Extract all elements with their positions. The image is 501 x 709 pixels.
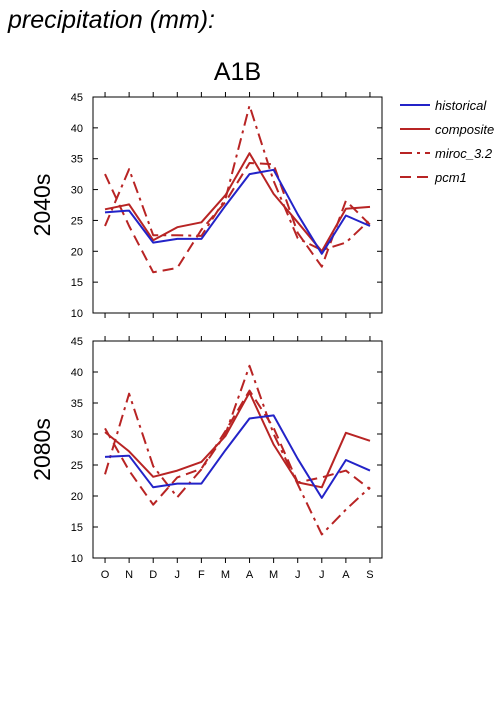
y-tick-label: 20 bbox=[71, 246, 83, 258]
y-tick-label: 45 bbox=[71, 336, 83, 348]
legend-label-composite: composite bbox=[435, 122, 494, 137]
legend-label-historical: historical bbox=[435, 98, 487, 113]
y-tick-label: 25 bbox=[71, 215, 83, 227]
x-tick-label: A bbox=[342, 569, 350, 581]
y-tick-label: 35 bbox=[71, 154, 83, 166]
series-line-pcm1-2080s bbox=[104, 389, 371, 506]
y-tick-label: 45 bbox=[71, 92, 83, 104]
series-line-miroc-3-2-2080s bbox=[104, 364, 371, 536]
y-tick-label: 35 bbox=[71, 398, 83, 410]
y-tick-label: 15 bbox=[71, 277, 83, 289]
series-line-composite-2040s bbox=[104, 152, 371, 253]
x-tick-label: M bbox=[221, 569, 230, 581]
x-tick-label: J bbox=[295, 569, 301, 581]
x-tick-label: J bbox=[319, 569, 325, 581]
plot-frame-2040s bbox=[92, 96, 383, 314]
scenario-title: A1B bbox=[214, 58, 261, 86]
y-tick-label: 10 bbox=[71, 308, 83, 320]
row-label-2080s: 2080s bbox=[29, 418, 55, 481]
x-tick-label: F bbox=[198, 569, 205, 581]
y-tick-label: 40 bbox=[71, 123, 83, 135]
y-tick-label: 25 bbox=[71, 460, 83, 472]
series-line-historical-2080s bbox=[104, 414, 371, 499]
x-tick-label: D bbox=[149, 569, 157, 581]
y-tick-label: 30 bbox=[71, 185, 83, 197]
legend-label-miroc-3-2: miroc_3.2 bbox=[435, 146, 493, 161]
series-line-composite-2080s bbox=[104, 391, 371, 489]
x-tick-label: O bbox=[101, 569, 110, 581]
x-tick-label: N bbox=[125, 569, 133, 581]
series-line-pcm1-2040s bbox=[104, 162, 371, 274]
row-label-2040s: 2040s bbox=[29, 174, 55, 237]
x-tick-label: S bbox=[366, 569, 373, 581]
x-tick-label: M bbox=[269, 569, 278, 581]
page-title: precipitation (mm): bbox=[8, 6, 215, 34]
x-tick-label: J bbox=[175, 569, 181, 581]
y-tick-label: 30 bbox=[71, 429, 83, 441]
y-tick-label: 20 bbox=[71, 491, 83, 503]
plot-frame-2080s bbox=[92, 340, 383, 559]
y-tick-label: 10 bbox=[71, 553, 83, 565]
x-tick-label: A bbox=[246, 569, 254, 581]
y-tick-label: 40 bbox=[71, 367, 83, 379]
series-line-historical-2040s bbox=[104, 168, 371, 255]
y-tick-label: 15 bbox=[71, 522, 83, 534]
legend-label-pcm1: pcm1 bbox=[434, 170, 467, 185]
